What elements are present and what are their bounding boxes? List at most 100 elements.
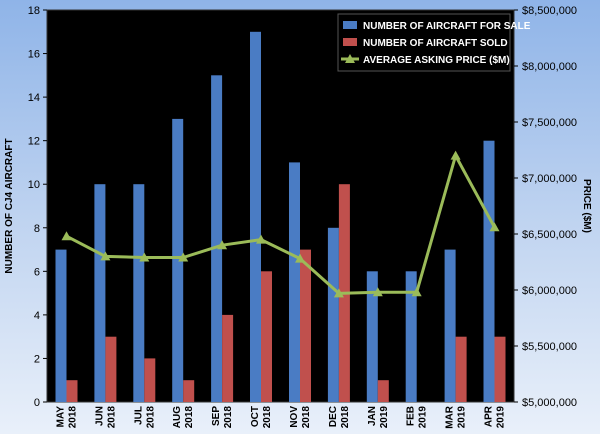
x-tick-label: JUN 2018 bbox=[94, 406, 117, 429]
x-tick-year: 2019 bbox=[496, 406, 507, 429]
bar-for-sale bbox=[211, 75, 223, 403]
bar-for-sale bbox=[172, 118, 184, 403]
x-tick-month: OCT bbox=[250, 406, 261, 427]
y2-tick-label: $8,500,000 bbox=[522, 5, 577, 17]
x-tick-month: MAR bbox=[445, 405, 456, 429]
legend: NUMBER OF AIRCRAFT FOR SALE NUMBER OF AIR… bbox=[337, 13, 531, 72]
bar-sold bbox=[66, 380, 78, 402]
x-axis: MAY 2018 JUN 2018 JUL 2018 AUG 2018 SEP 2018 OCT 20… bbox=[56, 405, 507, 429]
y2-tick-label: $6,500,000 bbox=[522, 229, 577, 241]
y-tick-label: 14 bbox=[28, 92, 40, 104]
price-marker bbox=[450, 150, 461, 160]
x-tick-label: FEB 2019 bbox=[406, 406, 429, 429]
legend-box bbox=[337, 13, 511, 72]
y-tick-label: 0 bbox=[34, 397, 40, 409]
bar-sold bbox=[105, 336, 117, 402]
right-axis-title: PRICE ($M) bbox=[581, 179, 592, 233]
price-marker bbox=[217, 240, 228, 250]
price-marker bbox=[100, 251, 111, 261]
x-tick-year: 2019 bbox=[379, 406, 390, 429]
y-tick-label: 2 bbox=[34, 353, 40, 365]
y-tick-label: 6 bbox=[34, 266, 40, 278]
left-axis: 0 2 4 6 8 10 12 14 16 18 bbox=[28, 5, 47, 409]
y2-tick-label: $8,000,000 bbox=[522, 61, 577, 73]
x-tick-year: 2019 bbox=[457, 406, 468, 429]
price-marker bbox=[489, 222, 500, 232]
x-tick-month: JAN bbox=[367, 406, 378, 426]
x-tick-year: 2018 bbox=[145, 406, 156, 429]
bar-for-sale bbox=[55, 249, 67, 402]
price-marker bbox=[295, 253, 305, 263]
bar-sold bbox=[261, 271, 272, 402]
x-tick-month: DEC bbox=[328, 406, 339, 427]
x-tick-label: MAR 2019 bbox=[445, 405, 468, 429]
y-tick-label: 16 bbox=[28, 49, 40, 61]
bar-for-sale bbox=[94, 184, 106, 402]
bar-sold bbox=[494, 336, 506, 402]
x-tick-month: MAY bbox=[56, 406, 67, 428]
x-tick-year: 2018 bbox=[106, 406, 117, 429]
plot-area bbox=[46, 9, 515, 403]
price-line bbox=[61, 150, 500, 298]
price-line-path bbox=[65, 154, 496, 295]
x-tick-label: APR 2019 bbox=[484, 405, 507, 428]
legend-entry: NUMBER OF AIRCRAFT FOR SALE bbox=[363, 21, 531, 32]
y2-tick-label: $5,000,000 bbox=[522, 397, 577, 409]
x-tick-label: AUG 2018 bbox=[172, 406, 195, 429]
x-tick-year: 2019 bbox=[418, 406, 429, 429]
bar-for-sale bbox=[444, 249, 456, 402]
x-tick-year: 2018 bbox=[223, 406, 234, 429]
bar-for-sale bbox=[483, 140, 495, 402]
bar-for-sale bbox=[327, 227, 339, 402]
legend-entry: AVERAGE ASKING PRICE ($M) bbox=[363, 55, 510, 66]
x-tick-month: SEP bbox=[211, 406, 222, 426]
x-tick-label: NOV 2018 bbox=[289, 406, 312, 429]
right-axis: $5,000,000 $5,500,000 $6,000,000 $6,500,000… bbox=[514, 5, 577, 409]
x-tick-month: FEB bbox=[406, 406, 417, 426]
bar-for-sale bbox=[133, 184, 145, 402]
bar-for-sale bbox=[405, 271, 417, 402]
price-marker bbox=[61, 231, 72, 241]
price-marker bbox=[178, 252, 189, 262]
y-tick-label: 10 bbox=[28, 179, 40, 191]
x-tick-month: JUL bbox=[133, 406, 144, 425]
x-tick-year: 2018 bbox=[68, 406, 79, 429]
x-tick-label: MAY 2018 bbox=[56, 406, 79, 429]
y2-tick-label: $7,500,000 bbox=[522, 117, 577, 129]
bar-for-sale bbox=[289, 162, 300, 402]
x-tick-label: OCT 2018 bbox=[250, 406, 273, 429]
bar-sold bbox=[183, 380, 195, 402]
x-tick-month: AUG bbox=[172, 406, 183, 428]
x-tick-label: DEC 2018 bbox=[328, 406, 351, 429]
y2-tick-label: $6,000,000 bbox=[522, 285, 577, 297]
left-axis-title: NUMBER OF CJ4 AIRCRAFT bbox=[4, 138, 15, 273]
price-marker bbox=[139, 252, 150, 262]
legend-swatch bbox=[343, 21, 357, 29]
y-tick-label: 8 bbox=[34, 223, 40, 235]
bars bbox=[55, 31, 506, 403]
x-tick-month: JUN bbox=[94, 406, 105, 426]
bar-sold bbox=[377, 380, 389, 402]
x-tick-month: APR bbox=[484, 405, 495, 427]
bar-sold bbox=[300, 249, 311, 402]
x-tick-year: 2018 bbox=[301, 406, 312, 429]
y2-tick-label: $7,000,000 bbox=[522, 173, 577, 185]
legend-swatch-marker bbox=[345, 54, 355, 63]
x-tick-month: NOV bbox=[289, 406, 300, 428]
bar-for-sale bbox=[250, 31, 261, 403]
price-marker bbox=[333, 288, 344, 298]
legend-swatch bbox=[343, 38, 357, 46]
y-tick-label: 4 bbox=[34, 310, 40, 322]
x-tick-year: 2018 bbox=[262, 406, 273, 429]
x-tick-label: JUL 2018 bbox=[133, 406, 156, 429]
x-tick-label: JAN 2019 bbox=[367, 406, 390, 429]
x-tick-label: SEP 2018 bbox=[211, 406, 234, 429]
price-marker bbox=[256, 234, 266, 244]
legend-entry: NUMBER OF AIRCRAFT SOLD bbox=[363, 38, 508, 49]
y-tick-label: 18 bbox=[28, 5, 40, 17]
x-tick-year: 2018 bbox=[184, 406, 195, 429]
y2-tick-label: $5,500,000 bbox=[522, 341, 577, 353]
bar-sold bbox=[144, 358, 156, 402]
bar-for-sale bbox=[366, 271, 378, 402]
